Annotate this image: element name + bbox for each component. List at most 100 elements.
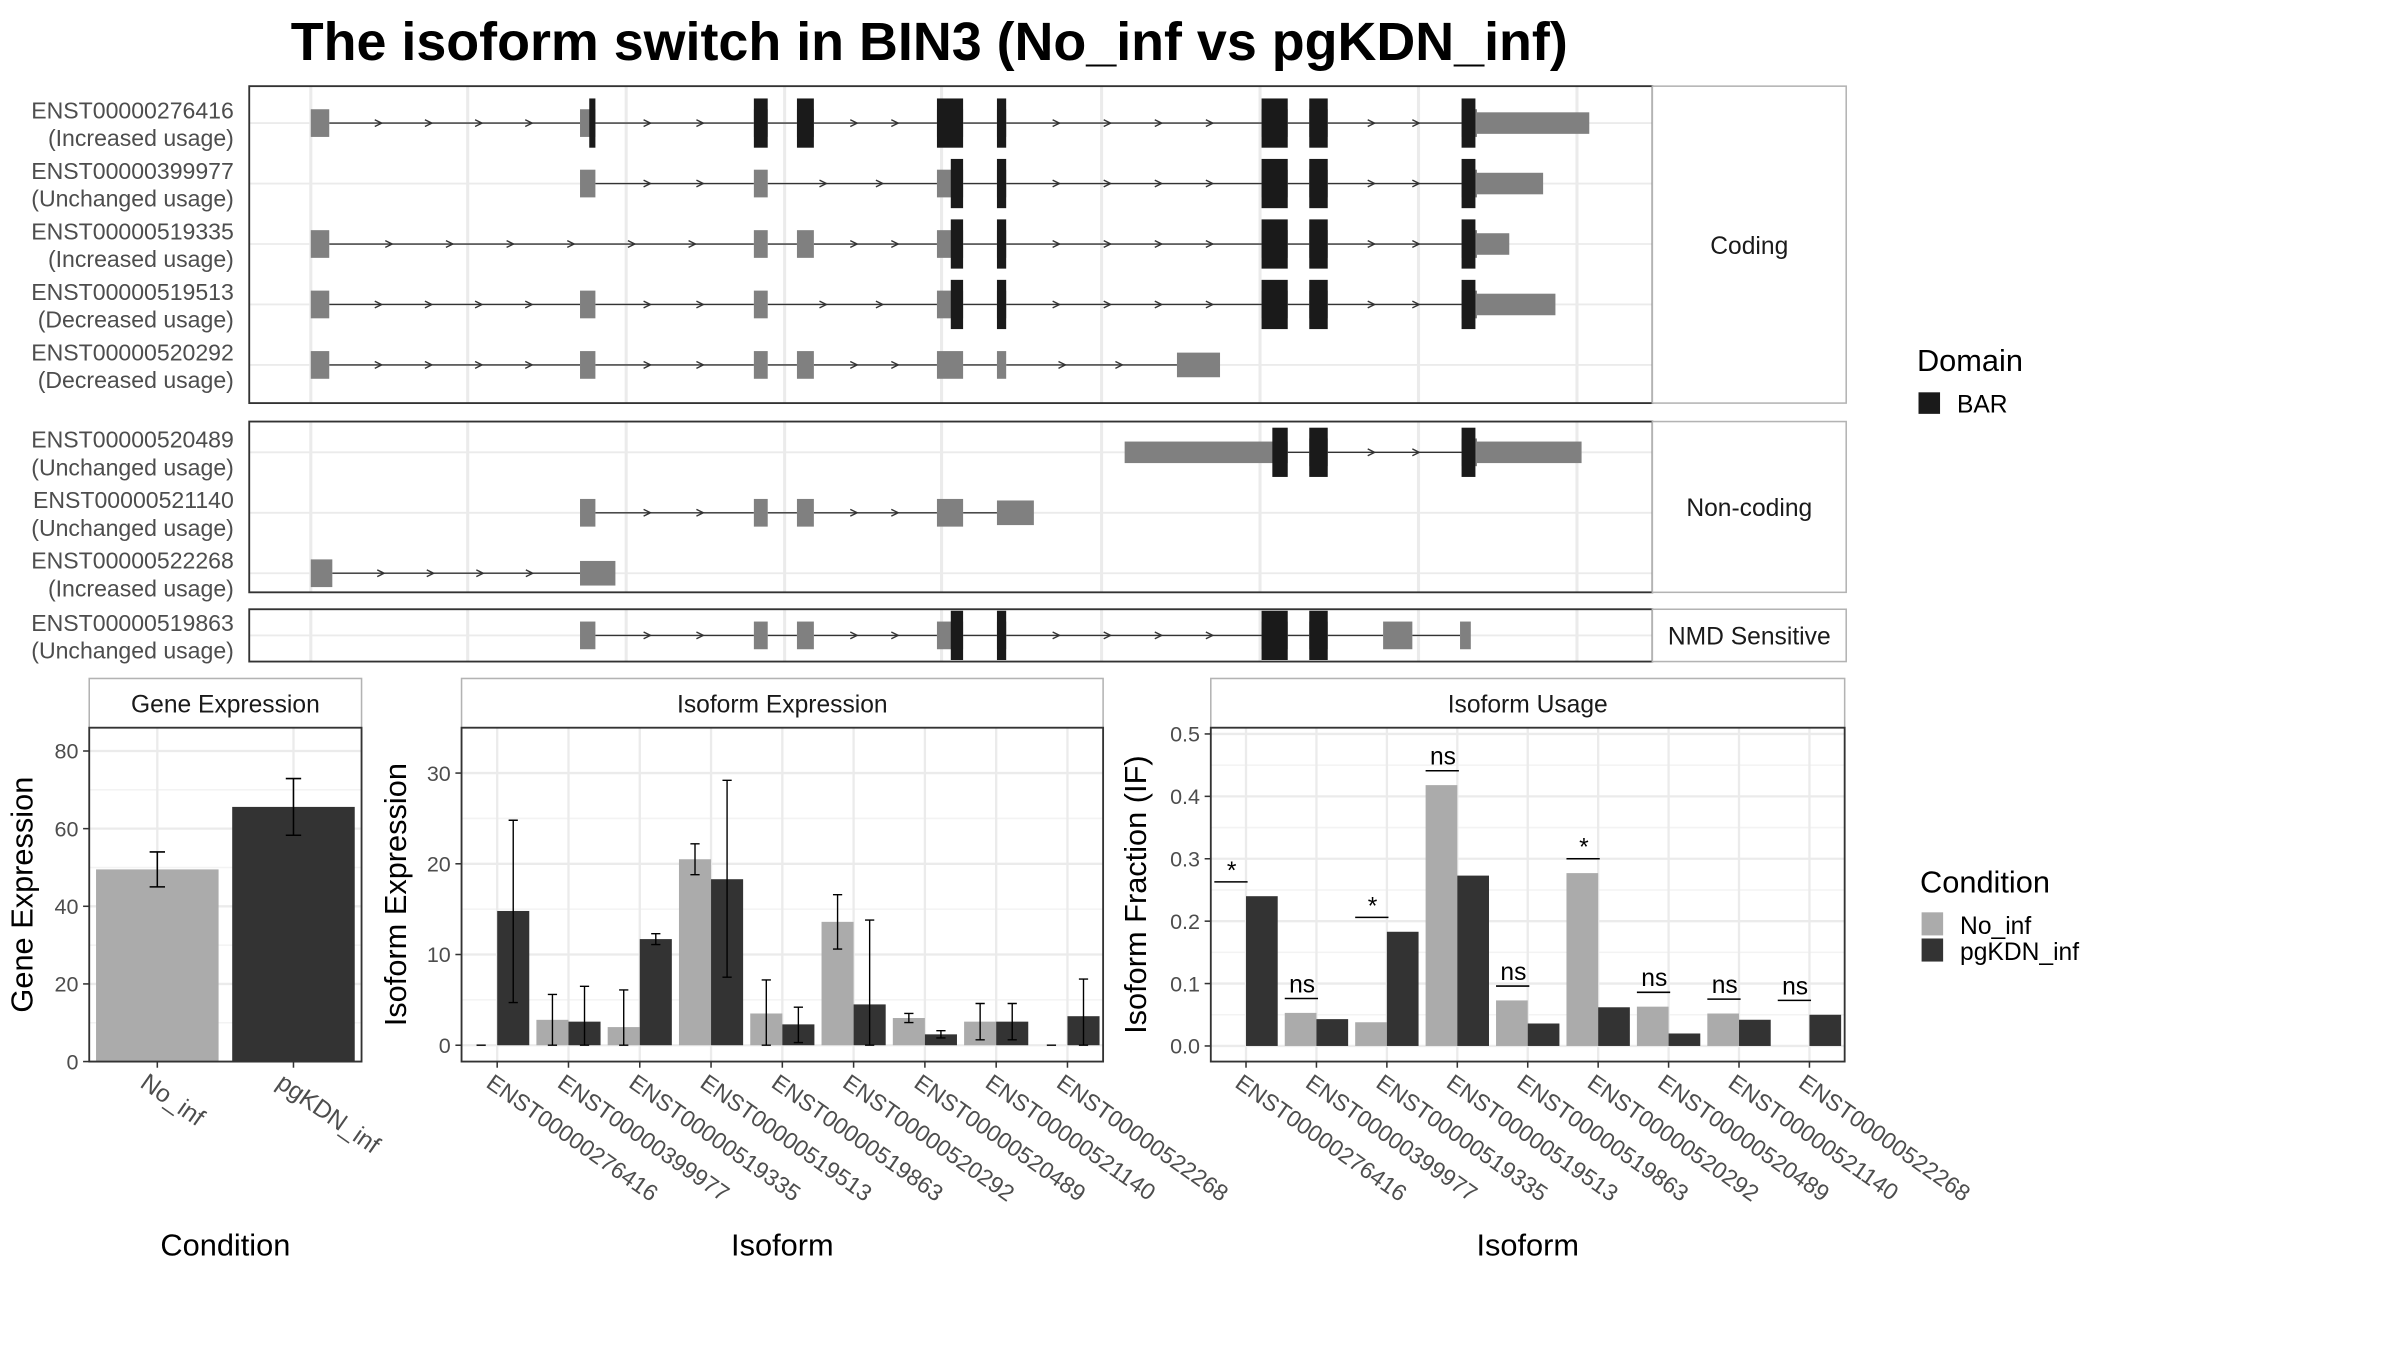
transcript-label: ENST00000519335: [31, 218, 234, 244]
exon: [310, 109, 330, 137]
intron-arrow: [476, 569, 485, 578]
transcript-enst00000519513: [310, 279, 1556, 330]
error-bar: [690, 843, 700, 876]
intron-arrow: [566, 239, 576, 249]
error-bar: [547, 993, 558, 1046]
y-axis-title: Gene Expression: [4, 777, 39, 1013]
intron-arrow: [696, 119, 705, 128]
domain-bar: [1461, 279, 1476, 330]
exon: [580, 560, 616, 586]
intron-arrow: [849, 631, 859, 640]
intron-arrow: [849, 508, 859, 517]
intron-arrow: [1205, 300, 1215, 309]
intron-arrow: [474, 360, 484, 369]
intron-arrow: [524, 119, 534, 128]
intron-arrow: [1052, 179, 1062, 188]
transcript-usage-label: (Decreased usage): [38, 307, 234, 333]
intron-arrow: [890, 631, 900, 640]
y-tick-label: 40: [55, 895, 79, 919]
exon: [796, 351, 814, 379]
intron-arrow: [1367, 448, 1377, 457]
exon: [580, 621, 596, 650]
intron-arrow: [890, 508, 900, 517]
intron-arrow: [819, 179, 829, 188]
domain-legend: Domain BAR: [1917, 343, 2023, 419]
y-tick-label: 0.1: [1170, 972, 1200, 996]
bar-no-inf: [96, 869, 219, 1062]
y-tick-label: 0.3: [1170, 847, 1200, 871]
facet-strip: [88, 677, 363, 729]
bar-pgkdn-inf-enst00000520292: [1598, 1007, 1630, 1046]
bar-no-inf-enst00000521140: [1707, 1013, 1740, 1046]
transcript-enst00000399977: [580, 158, 1544, 209]
intron-arrow: [1205, 239, 1215, 249]
bar-no-inf-enst00000520292: [1566, 873, 1599, 1046]
intron-arrow: [890, 239, 900, 249]
intron-arrow: [424, 300, 434, 309]
intron-arrow: [1367, 239, 1377, 249]
intron-arrow: [524, 300, 534, 309]
facet-strip-label-non-coding: Non-coding: [1686, 495, 1812, 522]
intron-arrow: [688, 239, 698, 249]
exon: [796, 621, 814, 650]
condition-legend: Condition No_inf pgKDN_inf: [1920, 864, 2079, 966]
transcript-label: ENST00000519513: [31, 279, 234, 305]
gene-expression-panel: Gene Expression 0 20 40 60 80 No_inf pgKDN_inf C…: [4, 677, 385, 1262]
bar-pgkdn-inf-enst00000399977: [1316, 1019, 1349, 1046]
intron-arrow: [643, 119, 653, 128]
domain-bar: [1461, 158, 1476, 209]
y-axis-title: Isoform Fraction (IF): [1118, 755, 1153, 1034]
domain-bar: [996, 219, 1007, 269]
transcript-usage-label: (Unchanged usage): [31, 186, 234, 212]
domain-bar: [950, 158, 964, 209]
intron-arrow: [1052, 631, 1062, 640]
intron-arrow: [890, 360, 900, 369]
y-tick-label: 0.5: [1170, 723, 1200, 747]
intron-arrow: [1154, 179, 1164, 188]
intron-arrow: [643, 179, 653, 188]
bar-pgkdn-inf-enst00000520489: [924, 1034, 957, 1046]
panel-border: [88, 726, 363, 1063]
intron-arrow: [1205, 119, 1215, 128]
y-tick-label: 20: [55, 973, 79, 997]
intron-arrow: [696, 300, 705, 309]
significance-label: ns: [1712, 972, 1738, 999]
domain-bar: [1309, 427, 1328, 477]
intron-arrow: [696, 360, 705, 369]
intron-arrow: [1154, 300, 1164, 309]
intron-arrow: [1412, 300, 1421, 309]
intron-arrow: [1052, 239, 1062, 249]
bar-no-inf-enst00000520489: [1636, 1006, 1669, 1046]
exon: [753, 230, 768, 258]
domain-bar: [1261, 158, 1288, 209]
intron-arrow: [1367, 179, 1377, 188]
intron-arrow: [426, 569, 436, 578]
facet-strip: [1210, 677, 1846, 729]
exon: [1176, 352, 1221, 378]
intron-arrow: [1205, 631, 1215, 640]
transcript-enst00000519863: [580, 610, 1471, 661]
transcript-enst00000520292: [310, 351, 1221, 379]
exon: [753, 621, 768, 650]
intron-arrow: [890, 119, 900, 128]
intron-arrow: [696, 508, 705, 517]
domain-bar: [950, 219, 964, 269]
intron-arrow: [819, 300, 829, 309]
x-axis-title: Condition: [160, 1227, 290, 1262]
facet-strip-label-coding: Coding: [1710, 233, 1788, 260]
bar-pgkdn-inf-enst00000521140: [1739, 1019, 1771, 1046]
error-bar: [619, 989, 629, 1046]
intron-arrow: [1058, 360, 1067, 369]
facet-strip: [460, 677, 1104, 729]
intron-arrow: [643, 360, 653, 369]
transcript-usage-label: (Decreased usage): [38, 367, 234, 393]
domain-bar: [996, 158, 1007, 209]
intron-arrow: [474, 300, 484, 309]
error-bar: [1078, 978, 1089, 1046]
y-tick-label: 20: [427, 852, 451, 876]
error-bar: [904, 1012, 914, 1024]
condition-legend-title: Condition: [1920, 864, 2050, 899]
exon: [936, 351, 964, 379]
y-tick-label: 10: [427, 943, 451, 967]
